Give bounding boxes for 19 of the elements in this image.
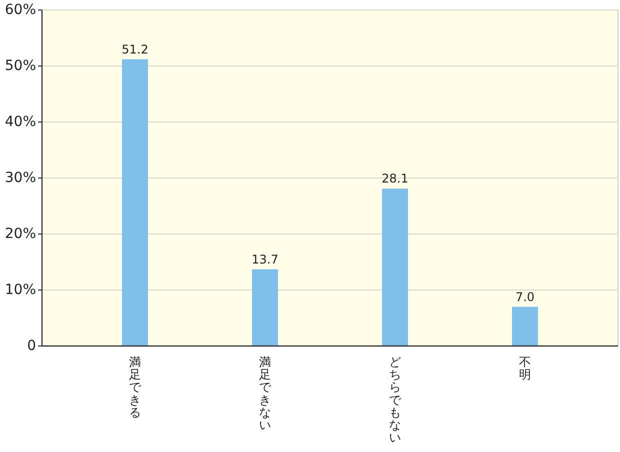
- y-tick-label: 40%: [4, 114, 36, 130]
- x-tick-label: 不明: [519, 355, 531, 382]
- data-label: 28.1: [382, 172, 408, 186]
- y-tick-label: 50%: [4, 58, 36, 74]
- data-label: 13.7: [252, 252, 278, 266]
- y-tick-label: 10%: [4, 282, 36, 298]
- bar: [122, 59, 148, 346]
- x-tick-label: どちらでもない: [389, 355, 402, 445]
- y-tick-label: 20%: [4, 226, 36, 242]
- y-tick-label: 0: [27, 338, 36, 354]
- data-label: 7.0: [515, 290, 535, 304]
- bar: [512, 306, 538, 346]
- x-tick-label: 満足できない: [259, 355, 272, 432]
- bar: [382, 188, 408, 346]
- data-label: 51.2: [122, 42, 148, 56]
- x-tick-label: 満足できる: [129, 355, 142, 420]
- y-tick-label: 30%: [4, 170, 36, 186]
- y-tick-label: 60%: [4, 2, 36, 18]
- bar: [252, 269, 278, 346]
